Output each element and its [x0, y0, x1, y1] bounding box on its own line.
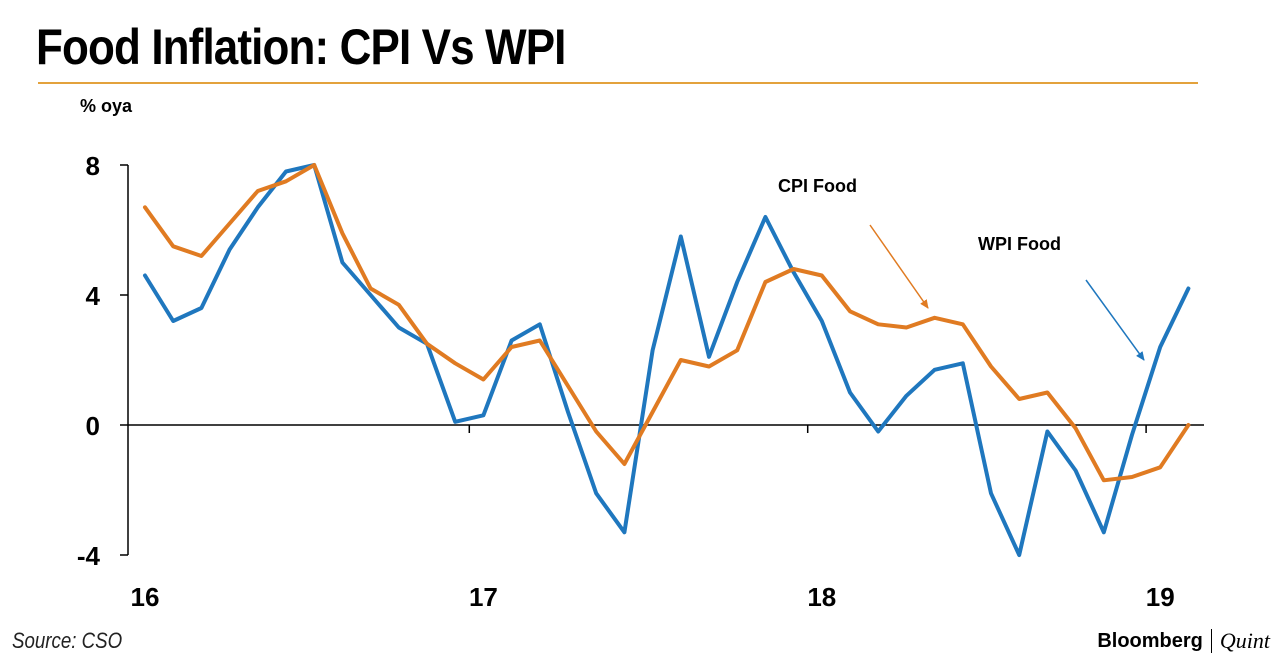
page-title: Food Inflation: CPI Vs WPI — [36, 19, 566, 75]
x-axis: 16 17 18 19 — [128, 424, 1204, 612]
x-tick-label: 16 — [131, 582, 160, 612]
wpi-food-line — [143, 163, 1191, 557]
x-tick-label: 18 — [807, 582, 836, 612]
y-tick-label: 0 — [86, 411, 100, 441]
cpi-food-line — [143, 163, 1191, 483]
y-axis-label: % oya — [80, 96, 133, 116]
x-tick-label: 17 — [469, 582, 498, 612]
brand-divider — [1210, 629, 1212, 653]
wpi-food-arrow — [1085, 279, 1145, 361]
brand-secondary: Quint — [1219, 628, 1270, 653]
x-tick-label: 19 — [1146, 582, 1175, 612]
cpi-food-label: CPI Food — [778, 176, 857, 196]
y-tick-label: 4 — [86, 281, 101, 311]
brand-logo: Bloomberg Quint — [1097, 628, 1270, 654]
cpi-food-arrow — [869, 224, 929, 309]
y-tick-label: -4 — [77, 541, 101, 571]
title-rule — [38, 82, 1198, 84]
wpi-food-label: WPI Food — [978, 234, 1061, 254]
series-lines — [143, 163, 1191, 557]
y-axis: -4 0 4 8 — [77, 151, 129, 571]
brand-primary: Bloomberg — [1097, 629, 1203, 652]
y-tick-label: 8 — [86, 151, 100, 181]
source-note: Source: CSO — [12, 628, 123, 653]
